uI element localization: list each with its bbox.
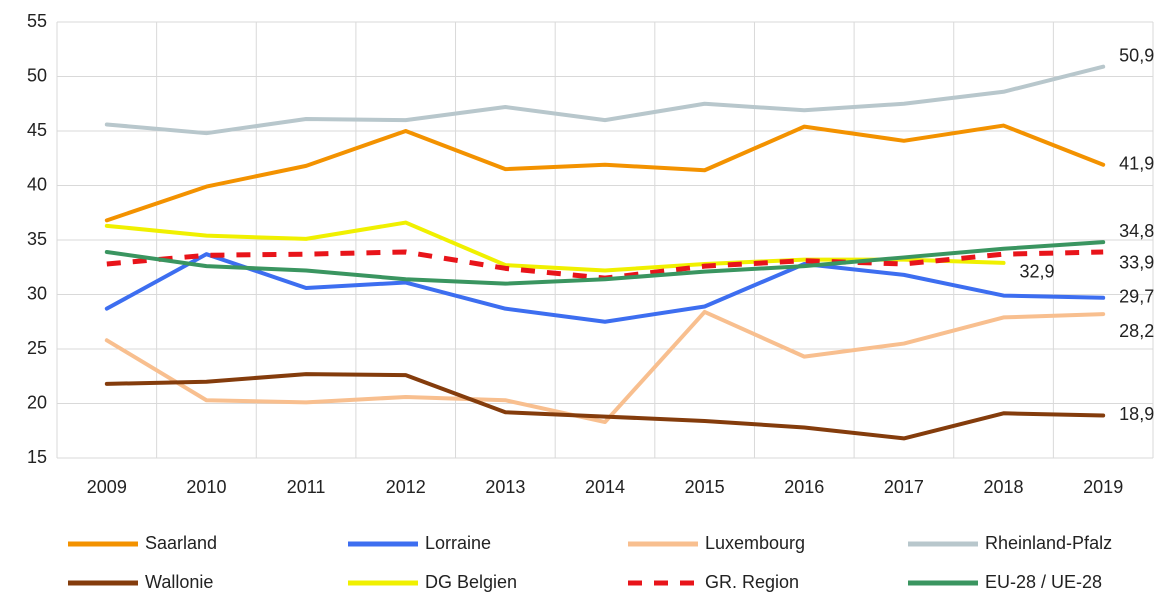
x-tick-label: 2018 bbox=[984, 477, 1024, 497]
legend-label: Lorraine bbox=[425, 533, 491, 553]
x-tick-label: 2017 bbox=[884, 477, 924, 497]
x-tick-label: 2015 bbox=[685, 477, 725, 497]
x-tick-label: 2010 bbox=[186, 477, 226, 497]
legend-label: EU-28 / UE-28 bbox=[985, 572, 1102, 592]
value-label: 33,9 bbox=[1119, 253, 1154, 273]
series-line bbox=[104, 64, 1106, 136]
value-label: 29,7 bbox=[1119, 287, 1154, 307]
value-label: 41,9 bbox=[1119, 154, 1154, 174]
series-line bbox=[104, 123, 1106, 223]
x-tick-label: 2011 bbox=[287, 477, 326, 497]
y-tick-label: 50 bbox=[27, 65, 47, 85]
y-tick-label: 35 bbox=[27, 229, 47, 249]
value-label: 50,9 bbox=[1119, 45, 1154, 65]
y-tick-label: 30 bbox=[27, 283, 47, 303]
x-tick-label: 2019 bbox=[1083, 477, 1123, 497]
series-line bbox=[104, 240, 1106, 286]
value-label: 32,9 bbox=[1020, 262, 1055, 282]
series-line bbox=[104, 372, 1106, 441]
legend-label: Luxembourg bbox=[705, 533, 805, 553]
x-tick-label: 2014 bbox=[585, 477, 625, 497]
y-tick-label: 40 bbox=[27, 174, 47, 194]
legend-label: Saarland bbox=[145, 533, 217, 553]
x-tick-label: 2012 bbox=[386, 477, 426, 497]
y-tick-label: 55 bbox=[27, 11, 47, 31]
y-tick-label: 15 bbox=[27, 447, 47, 467]
y-tick-label: 20 bbox=[27, 392, 47, 412]
legend-label: Wallonie bbox=[145, 572, 213, 592]
y-tick-label: 45 bbox=[27, 120, 47, 140]
value-label: 34,8 bbox=[1119, 221, 1154, 241]
series-line bbox=[104, 309, 1106, 425]
x-tick-label: 2009 bbox=[87, 477, 127, 497]
legend-label: GR. Region bbox=[705, 572, 799, 592]
x-tick-label: 2013 bbox=[485, 477, 525, 497]
x-tick-label: 2016 bbox=[784, 477, 824, 497]
series-line bbox=[104, 220, 1006, 273]
series-line bbox=[104, 252, 1106, 324]
y-tick-label: 25 bbox=[27, 338, 47, 358]
value-label: 18,9 bbox=[1119, 404, 1154, 424]
legend-label: Rheinland-Pfalz bbox=[985, 533, 1112, 553]
value-label: 28,2 bbox=[1119, 321, 1154, 341]
legend-label: DG Belgien bbox=[425, 572, 517, 592]
